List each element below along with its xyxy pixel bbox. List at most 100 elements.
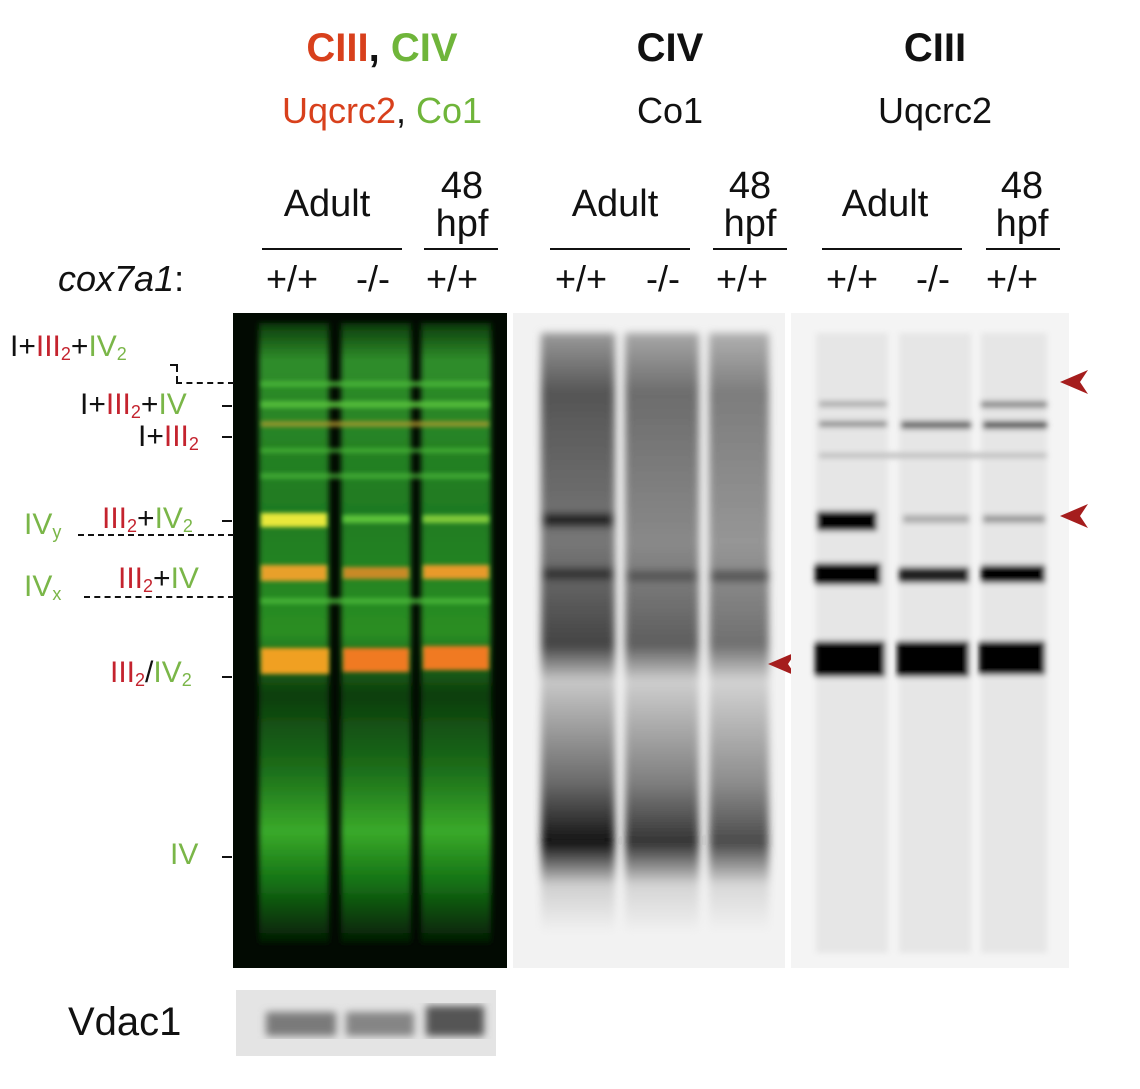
- panel-1-title: CIII, CIV: [262, 26, 502, 71]
- panel-1-subtitle-uqcrc2: Uqcrc2: [281, 90, 396, 131]
- panel-2-group-hpf: hpf: [723, 203, 777, 245]
- panel-1-group-adult: Adult: [283, 183, 371, 225]
- lbl-b6-iii: III: [110, 656, 136, 689]
- panel-1-hpf-rule: [424, 248, 498, 250]
- panel-3-lane-1: +/+: [826, 258, 879, 299]
- band-label-ivx: IVx: [24, 570, 61, 604]
- panel-2-lane-2: -/-: [646, 258, 680, 299]
- genotype-gene-name: cox7a1: [58, 258, 175, 299]
- panel-1-lane-3: +/+: [426, 258, 479, 299]
- band-label-i-iii2-iv: I+III2+IV: [80, 388, 187, 422]
- tick-b6: [222, 676, 232, 678]
- lbl-b2-plus1: +: [88, 388, 106, 421]
- genotype-colon: :: [174, 258, 185, 299]
- lbl-b7-iv: IV: [170, 838, 199, 871]
- tick-b7: [222, 856, 232, 858]
- panel-3-title: CIII: [903, 26, 967, 70]
- lbl-b5-sub2a: 2: [143, 576, 154, 596]
- lbl-ivx-sub: x: [52, 584, 62, 604]
- band-label-iii2-iv: III2+IV: [118, 562, 199, 596]
- arrowhead-ciii-2: [1060, 504, 1088, 528]
- panel-1-subtitle-comma: ,: [395, 90, 416, 131]
- panel-3-group-adult: Adult: [841, 183, 929, 225]
- lbl-b4-iv: IV: [154, 502, 183, 535]
- lbl-b2-iv: IV: [158, 388, 187, 421]
- arrowhead-ciii-1: [1060, 370, 1088, 394]
- lbl-b1-sub2a: 2: [60, 344, 71, 364]
- panel-2-lane-3: +/+: [716, 258, 769, 299]
- lbl-b4-iii: III: [102, 502, 128, 535]
- panel-1-title-comma: ,: [368, 26, 391, 70]
- arrowhead-civ-1: [768, 652, 796, 676]
- panel-1-group-hpf: hpf: [435, 203, 489, 245]
- leader-ivx: [84, 596, 234, 598]
- lbl-b3-sub2a: 2: [188, 434, 199, 454]
- band-label-iii2-slash-iv2: III2/IV2: [110, 656, 192, 690]
- lbl-b1-plus2: +: [70, 330, 89, 363]
- tick-b4: [222, 520, 232, 522]
- lbl-ivx-iv: IV: [24, 570, 53, 603]
- panel-2-title: CIV: [636, 26, 704, 70]
- panel-1-adult-rule: [262, 248, 402, 250]
- lbl-ivy-sub: y: [52, 522, 62, 542]
- lbl-b2-sub2a: 2: [130, 402, 141, 422]
- panel-3-group-48: 48: [1000, 165, 1044, 207]
- lbl-b1-iii: III: [35, 330, 61, 363]
- panel-1-subtitle-co1: Co1: [416, 90, 483, 131]
- lbl-b2-plus2: +: [140, 388, 159, 421]
- lbl-b6-sub2a: 2: [135, 670, 146, 690]
- lbl-b1-iv: IV: [88, 330, 117, 363]
- lbl-b1-sub2b: 2: [116, 344, 127, 364]
- blot-ciii-uqcrc2: [791, 313, 1069, 968]
- lbl-b1-plus1: +: [18, 330, 36, 363]
- lbl-b5-iii: III: [118, 562, 144, 595]
- panel-3-lane-3: +/+: [986, 258, 1039, 299]
- panel-2-adult-rule: [550, 248, 690, 250]
- loading-control-label: Vdac1: [68, 1000, 182, 1044]
- lbl-b3-plus1: +: [146, 420, 164, 453]
- lbl-b3-iii: III: [163, 420, 189, 453]
- lbl-b2-iii: III: [105, 388, 131, 421]
- tick-b3: [222, 436, 232, 438]
- lbl-b5-plus: +: [153, 562, 171, 595]
- panel-3-hpf-rule: [986, 248, 1060, 250]
- panel-2-group-48: 48: [728, 165, 772, 207]
- panel-1-lane-1: +/+: [266, 258, 319, 299]
- panel-3-subtitle: Uqcrc2: [877, 90, 993, 131]
- panel-2-lane-1: +/+: [555, 258, 608, 299]
- blot-vdac1: [236, 990, 496, 1056]
- tick-b2: [222, 405, 232, 407]
- lbl-b4-sub2a: 2: [127, 516, 138, 536]
- panel-3-adult-rule: [822, 248, 962, 250]
- panel-3-lane-2: -/-: [916, 258, 950, 299]
- lbl-b6-sub2b: 2: [181, 670, 192, 690]
- band-label-iii2-iv2: III2+IV2: [102, 502, 193, 536]
- panel-2-hpf-rule: [713, 248, 787, 250]
- panel-1-subtitle: Uqcrc2, Co1: [242, 90, 522, 132]
- band-label-iv: IV: [170, 838, 198, 872]
- lbl-b4-plus: +: [137, 502, 155, 535]
- band-label-i-iii2: I+III2: [138, 420, 199, 454]
- panel-3-group-hpf: hpf: [995, 203, 1049, 245]
- leader-ivy: [78, 534, 234, 536]
- lbl-b3-i: I: [138, 420, 147, 453]
- lbl-ivy-iv: IV: [24, 508, 53, 541]
- panel-2-subtitle: Co1: [636, 90, 704, 131]
- lbl-b5-iv: IV: [170, 562, 199, 595]
- tick-b1: [170, 364, 178, 366]
- panel-2-group-adult: Adult: [571, 183, 659, 225]
- lbl-b6-slash: /: [145, 656, 154, 689]
- band-label-ivy: IVy: [24, 508, 61, 542]
- blot-overlay-ciii-civ: [233, 313, 507, 968]
- panel-1-title-ciii: CIII: [306, 26, 369, 70]
- lbl-b1-i: I: [10, 330, 19, 363]
- band-label-i-iii2-iv2: I+III2+IV2: [10, 330, 127, 364]
- lbl-b6-iv: IV: [153, 656, 182, 689]
- panel-1-group-48: 48: [440, 165, 484, 207]
- lbl-b4-sub2b: 2: [182, 516, 193, 536]
- leader-b1: [176, 382, 234, 384]
- leader-b1-vertical: [176, 366, 178, 382]
- panel-1-lane-2: -/-: [356, 258, 390, 299]
- lbl-b2-i: I: [80, 388, 89, 421]
- panel-1-title-civ: CIV: [390, 26, 458, 70]
